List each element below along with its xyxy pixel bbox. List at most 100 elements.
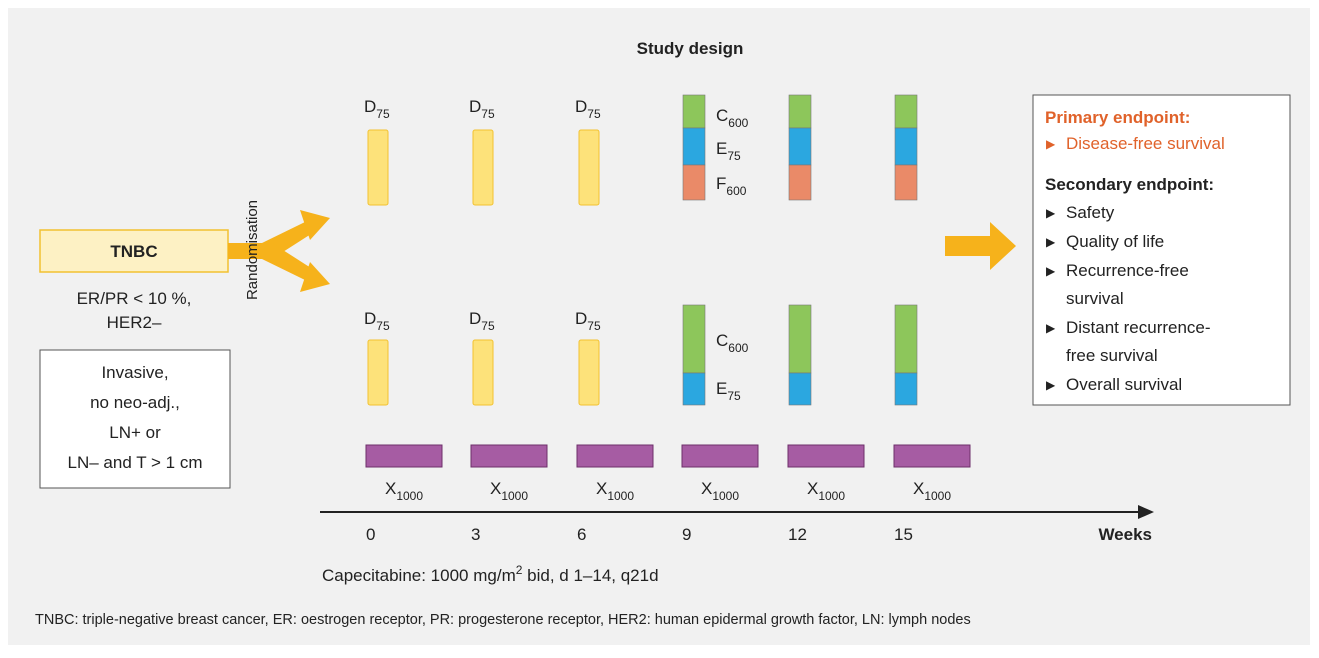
dose-label: E75 [716,379,741,403]
randomisation-arrow [228,210,330,292]
bullet: ▶ [1046,378,1056,392]
inclusion-line: LN+ or [109,423,161,442]
docetaxel-bar [578,129,600,206]
randomisation-label: Randomisation [244,200,261,300]
dose-sub: 75 [376,107,390,121]
dose-sub: 75 [587,319,601,333]
dose-label: X1000 [385,479,423,503]
inclusion-line: no neo-adj., [90,393,180,412]
combo-segment [788,127,812,166]
week-tick: 6 [577,525,586,544]
dose-base: X [490,479,501,498]
combo-segment [894,127,918,166]
bullet: ▶ [1046,264,1056,278]
title: Study design [637,39,744,58]
combo-segment [788,372,812,406]
dose-label: D75 [575,309,601,333]
dose-base: C [716,106,728,125]
tnbc-label: TNBC [110,242,157,261]
docetaxel-bar [472,129,494,206]
combo-segment [682,164,706,201]
criterion: ER/PR < 10 %, [77,289,192,308]
footnote: TNBC: triple-negative breast cancer, ER:… [35,612,971,628]
dose-sub: 1000 [924,489,951,503]
dose-base: D [364,97,376,116]
endpoint-item: Recurrence-free [1066,261,1189,280]
week-tick: 12 [788,525,807,544]
dose-sub: 1000 [818,489,845,503]
dose-base: X [596,479,607,498]
dose-label: X1000 [596,479,634,503]
dose-base: C [716,331,728,350]
dose-sub: 75 [481,319,495,333]
bullet: ▶ [1046,321,1056,335]
dose-sub: 75 [727,389,741,403]
combo-segment [788,94,812,129]
dose-label: D75 [364,97,390,121]
dose-base: D [364,309,376,328]
note-rest: bid, d 1–14, q21d [522,566,658,585]
dose-base: D [575,97,587,116]
dose-sub: 1000 [501,489,528,503]
dose-sub: 1000 [396,489,423,503]
combo-segment [682,304,706,374]
docetaxel-bar [367,129,389,206]
capecitabine-bar [470,444,548,468]
dose-label: C600 [716,106,749,130]
week-tick: 3 [471,525,480,544]
dose-label: X1000 [490,479,528,503]
capecitabine-bar [365,444,443,468]
dose-base: X [701,479,712,498]
dose-sub: 600 [728,116,748,130]
week-tick: 0 [366,525,375,544]
note-sup: 2 [516,563,523,577]
dose-label: X1000 [807,479,845,503]
week-tick: 15 [894,525,913,544]
dose-base: D [469,97,481,116]
dose-sub: 600 [728,341,748,355]
capecitabine-bar [681,444,759,468]
dose-label: D75 [469,97,495,121]
combo-segment [682,372,706,406]
bullet: ▶ [1046,235,1056,249]
axis-label: Weeks [1098,525,1152,544]
secondary-title: Secondary endpoint: [1045,175,1214,194]
combo-segment [894,164,918,201]
bullet: ▶ [1046,206,1056,220]
dose-label: X1000 [913,479,951,503]
endpoint-item: Disease-free survival [1066,134,1225,153]
dose-base: X [385,479,396,498]
endpoint-item: Quality of life [1066,232,1164,251]
combo-segment [894,94,918,129]
docetaxel-bar [367,339,389,406]
dose-label: F600 [716,174,747,198]
docetaxel-bar [472,339,494,406]
week-tick: 9 [682,525,691,544]
tnbc-box [39,229,229,273]
combo-segment [894,304,918,374]
endpoint-item: Safety [1066,203,1115,222]
dose-sub: 1000 [712,489,739,503]
dose-base: E [716,139,727,158]
capecitabine-note: Capecitabine: 1000 mg/m2 bid, d 1–14, q2… [322,563,659,585]
dose-base: X [807,479,818,498]
endpoint-item: Overall survival [1066,375,1182,394]
combo-segment [682,127,706,166]
dose-sub: 75 [481,107,495,121]
dose-label: D75 [364,309,390,333]
combo-segment [788,164,812,201]
dose-sub: 1000 [607,489,634,503]
dose-base: E [716,379,727,398]
combo-segment [788,304,812,374]
dose-base: X [913,479,924,498]
dose-label: X1000 [701,479,739,503]
endpoints-box [1032,94,1291,406]
endpoint-item: free survival [1066,346,1158,365]
dose-label: E75 [716,139,741,163]
dose-sub: 75 [727,149,741,163]
dose-label: D75 [469,309,495,333]
outcome-arrow [945,222,1016,270]
dose-sub: 75 [376,319,390,333]
